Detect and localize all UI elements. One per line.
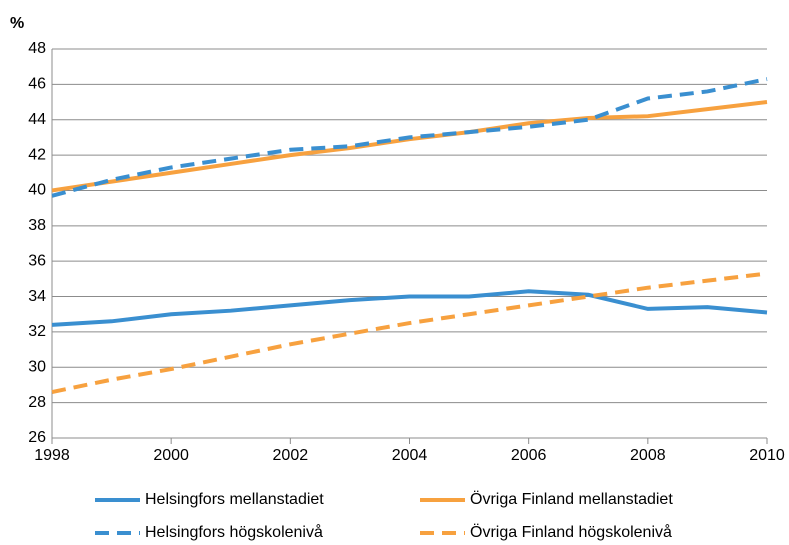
y-tick-label: 40 <box>28 182 46 199</box>
line-series <box>51 77 768 198</box>
y-tick-label: 46 <box>28 76 46 93</box>
legend-label: Övriga Finland högskolenivå <box>470 523 672 541</box>
y-tick-label: 36 <box>28 252 46 269</box>
x-tick-label: 2006 <box>511 447 547 464</box>
y-tick-label: 44 <box>28 111 46 128</box>
x-tick-label: 2002 <box>273 447 309 464</box>
legend-label: Helsingfors högskolenivå <box>145 523 323 541</box>
y-tick-label: 42 <box>28 146 46 163</box>
y-tick-label: 32 <box>28 323 46 340</box>
x-tick-label: 1998 <box>34 447 70 464</box>
x-tick-label: 2000 <box>153 447 189 464</box>
x-tick-label: 2008 <box>630 447 666 464</box>
y-tick-label: 26 <box>28 429 46 446</box>
legend-label: Övriga Finland mellanstadiet <box>470 490 673 508</box>
y-tick-label: 38 <box>28 217 46 234</box>
line-series <box>51 289 768 327</box>
y-tick-label: 48 <box>28 40 46 57</box>
x-tick-label: 2010 <box>749 447 785 464</box>
y-axis-label: % <box>10 15 24 32</box>
y-tick-label: 28 <box>28 394 46 411</box>
line-series <box>51 271 768 394</box>
line-series <box>51 100 768 193</box>
y-tick-label: 30 <box>28 358 46 375</box>
legend-label: Helsingfors mellanstadiet <box>145 491 324 508</box>
y-tick-label: 34 <box>28 288 46 305</box>
x-tick-label: 2004 <box>392 447 428 464</box>
